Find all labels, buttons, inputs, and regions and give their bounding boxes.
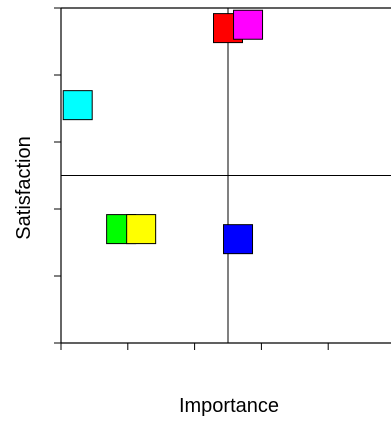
data-point xyxy=(126,214,157,245)
data-point xyxy=(223,224,254,255)
axis-ticks xyxy=(54,7,329,350)
data-points xyxy=(62,9,264,255)
data-point xyxy=(233,9,264,40)
y-axis-label: Satisfaction xyxy=(13,136,35,239)
data-point xyxy=(62,90,93,121)
x-axis-label: Importance xyxy=(179,395,279,417)
